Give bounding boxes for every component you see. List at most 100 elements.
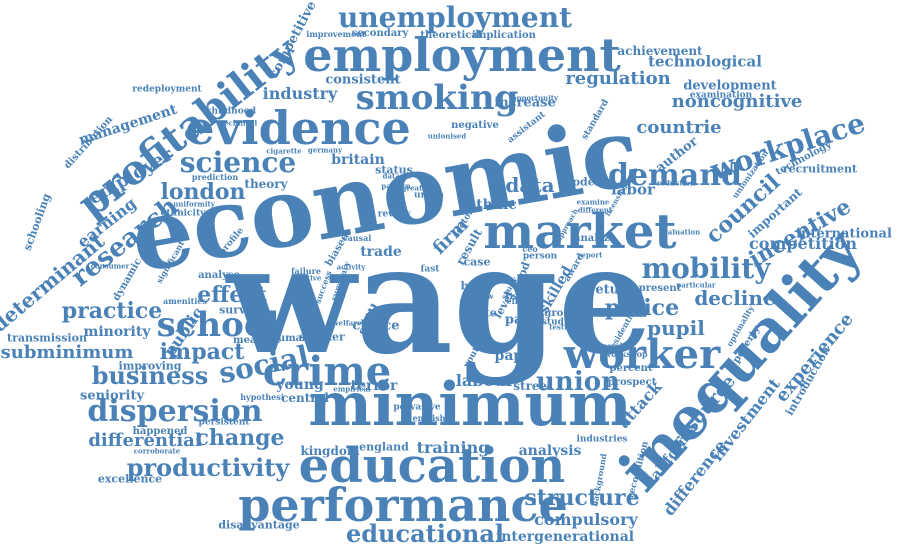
word-differential: differential [88,430,202,451]
word-review: review [377,209,411,220]
word-measure: measure [233,335,281,346]
word-mobility: mobility [641,252,771,285]
word-greater: greater [401,183,431,193]
word-countrie: countrie [636,117,722,138]
word-positive: positive [290,273,322,283]
word-improvement: improvement [306,29,366,39]
word-empirical: empirical [333,384,371,394]
word-particular: particular [676,280,716,290]
word-germany: germany [307,145,343,155]
word-human: human [270,333,310,344]
word-different: different [577,205,613,215]
word-test: test [459,296,483,310]
word-ethnicity: ethnicity [160,208,206,219]
word-testing: testing [549,322,577,332]
word-effort: effort [506,296,532,306]
word-increase: increase [494,95,556,111]
word-reduction: reduction [656,178,696,188]
word-failure: failure [291,266,321,276]
word-practice: practice [61,298,163,324]
word-paper: paper [494,348,540,364]
word-industries: industries [576,434,628,445]
word-opportunity: opportunity [511,93,559,103]
word-intergenerational: intergenerational [495,529,635,545]
word-noncognitive: noncognitive [671,91,803,112]
word-pervasive: pervasive [393,402,441,413]
word-data: data [505,173,555,197]
word-analysis: analysis [518,443,582,459]
word-impact: impact [159,339,245,365]
word-worker: worker [563,331,721,378]
word-secondary: secondary [351,28,409,39]
word-decline: decline [694,286,776,310]
word-market: market [483,204,677,260]
word-amenities: amenities [163,296,207,306]
word-happened: happened [132,426,188,437]
word-ceo: ceo [522,244,538,254]
word-choice: choice [352,318,400,334]
word-technological: technological [648,52,762,71]
word-examination: examination [689,90,753,101]
word-transmission: transmission [7,331,87,345]
word-urban: urban [414,190,444,201]
word-pupil: pupil [647,316,705,340]
word-redeployment: redeployment [132,84,202,95]
word-analyse: analyse [198,270,240,281]
word-science: science [179,146,297,179]
word-wage: wage [226,212,654,388]
word-street: street [513,379,553,393]
word-causal: causal [342,233,372,243]
word-business: business [91,361,209,390]
word-regulation: regulation [565,68,671,89]
word-crime: crime [262,348,392,395]
word-schooling: schooling [20,191,54,253]
word-group: group [544,308,578,319]
word-model: model [561,175,599,189]
word-change: change [195,425,285,451]
word-consistent: consistent [325,72,401,88]
word-smoker: smoker [299,330,345,344]
word-labour: labour [455,371,515,390]
word-case: case [463,255,491,269]
word-productivity: productivity [126,453,290,482]
word-compulsory: compulsory [534,510,638,529]
word-prospect: prospect [607,377,657,388]
word-theory: theory [244,177,288,191]
word-corroborate: corroborate [133,446,181,456]
word-exit: exit [418,289,438,300]
word-school: school [156,305,280,345]
word-recruitment: recruitment [782,162,858,176]
word-excellence: excellence [97,472,163,486]
word-prediction: prediction [191,172,239,182]
word-smoking: smoking [355,78,519,118]
word-technical: technical [220,118,258,128]
word-activity: activity [336,262,366,272]
word-cigarette: cigarette [266,146,302,156]
word-training: training [416,438,490,457]
word-industry: industry [262,84,338,103]
word-seniority: seniority [80,388,144,404]
word-evidence: evidence [185,101,411,155]
word-dataset: dataset [382,171,412,181]
word-britain: britain [331,152,385,168]
word-status: status [375,163,413,177]
word-labor: labor [611,180,655,199]
word-trade: trade [360,244,402,260]
word-dispersion: dispersion [87,394,263,429]
word-welfare: welfare [332,318,362,328]
word-ban: ban [460,279,484,293]
word-international: international [796,226,892,242]
word-percent: percent [609,363,653,374]
word-london: london [160,179,246,205]
word-england: england [359,440,409,454]
word-law: law [478,291,494,301]
word-intensive: intensive [588,342,634,353]
word-implication: implication [472,30,536,41]
word-competition: competition [749,234,857,253]
word-person: person [522,251,558,262]
word-unionised: unionised [427,131,467,141]
word-young: young [276,377,324,393]
word-terror: terror [350,378,398,394]
word-kingdom: kingdom [300,444,360,458]
